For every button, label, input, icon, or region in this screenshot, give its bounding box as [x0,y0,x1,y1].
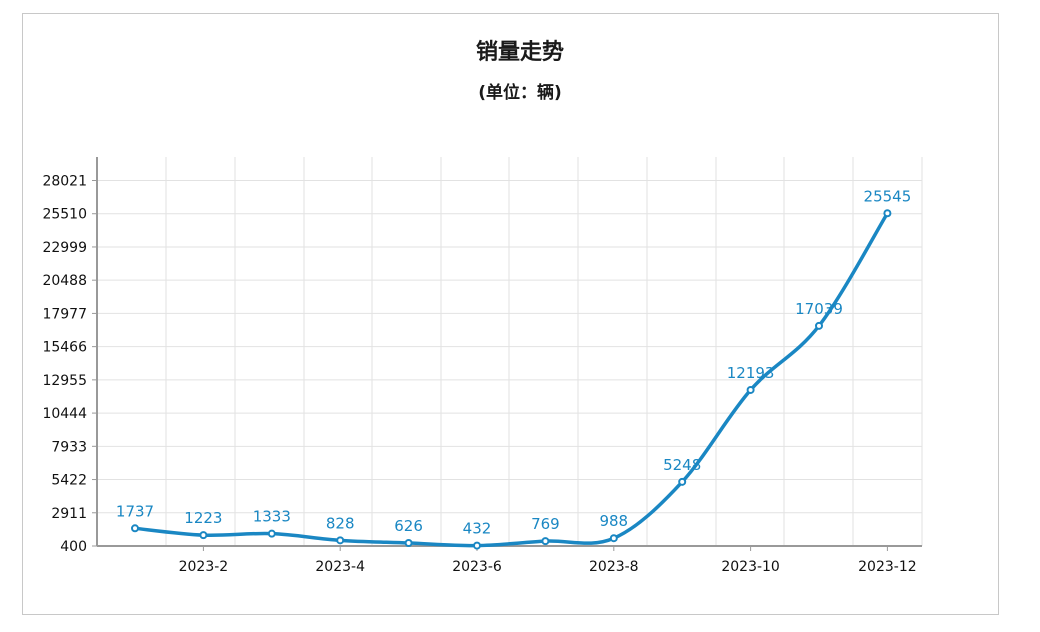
y-tick-label: 28021 [42,174,87,190]
y-tick-label: 17977 [42,306,87,322]
chart-title: 销量走势 [475,40,564,65]
x-tick-label: 2023-4 [315,559,365,575]
chart-frame [22,13,999,615]
y-tick-label: 22999 [42,240,87,256]
data-point [883,209,892,218]
data-label: 1333 [253,508,291,526]
y-tick-label: 7933 [51,439,87,455]
y-tick-label: 20488 [42,273,87,289]
data-point [336,536,345,545]
x-tick-label: 2023-10 [721,559,780,575]
x-tick-label: 2023-6 [452,559,502,575]
data-label: 769 [531,515,560,533]
data-point [199,531,208,540]
data-label: 12193 [727,364,775,382]
data-label: 432 [463,520,492,538]
data-point [473,541,481,550]
y-tick-label: 25510 [42,207,87,223]
data-point [746,385,755,394]
data-label: 1737 [116,502,154,520]
x-tick-label: 2023-2 [179,559,229,575]
data-label: 17039 [795,300,843,318]
data-point [267,529,276,538]
y-tick-label: 10444 [42,406,87,422]
data-point [404,539,413,548]
y-tick-label: 400 [60,539,87,555]
chart-subtitle: (单位：辆) [478,83,562,103]
data-point [815,321,823,330]
y-tick-label: 12955 [42,373,87,389]
x-tick-label: 2023-12 [858,559,917,575]
data-point [678,477,687,486]
data-label: 25545 [864,187,912,205]
y-tick-label: 2911 [51,506,87,522]
y-tick-label: 5422 [51,473,87,489]
data-label: 1223 [184,509,222,527]
data-label: 626 [394,517,423,535]
data-point [131,524,139,533]
data-label: 5248 [663,456,701,474]
data-label: 988 [599,512,628,530]
x-tick-label: 2023-8 [589,559,639,575]
data-point [541,537,550,546]
y-tick-label: 15466 [42,340,87,356]
data-point [609,534,618,543]
data-label: 828 [326,514,355,532]
